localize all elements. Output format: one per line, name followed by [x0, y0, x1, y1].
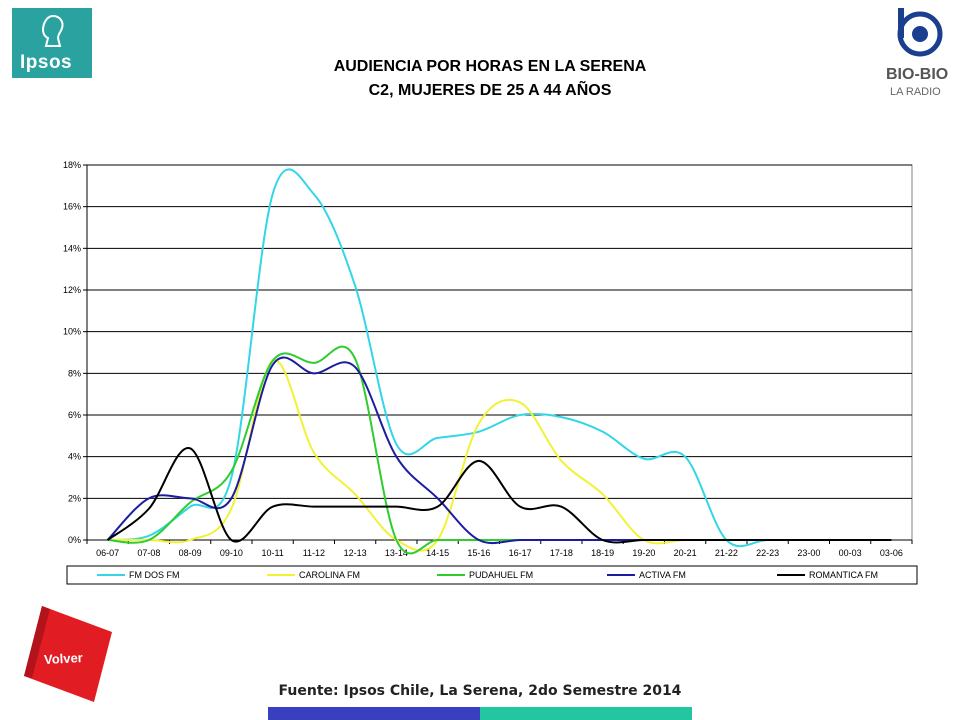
y-tick-label: 2%: [68, 493, 81, 503]
legend-label: CAROLINA FM: [299, 570, 360, 580]
biobio-logo: BIO-BIO LA RADIO: [880, 8, 955, 100]
head-silhouette-icon: [42, 14, 64, 47]
x-tick-label: 19-20: [632, 548, 655, 558]
series-line-4: [107, 447, 892, 544]
x-tick-label: 13-14: [385, 548, 408, 558]
source-note: Fuente: Ipsos Chile, La Serena, 2do Seme…: [278, 683, 682, 699]
x-tick-label: 00-03: [839, 548, 862, 558]
x-tick-label: 15-16: [467, 548, 490, 558]
audience-line-chart: 0% 2% 4% 6% 8% 10% 12% 14% 16% 18% 06-07 07-08 08-09…: [40, 150, 920, 602]
x-tick-label: 10-11: [261, 548, 283, 558]
x-tick-label: 20-21: [674, 548, 697, 558]
volver-shape-icon: [24, 606, 112, 702]
volver-label: Volver: [43, 649, 84, 668]
legend-label: ROMANTICA FM: [809, 570, 878, 580]
y-tick-label: 6%: [68, 410, 81, 420]
footer-bar-blue: [268, 707, 480, 720]
biobio-logo-subtext: LA RADIO: [890, 86, 941, 98]
footer-bar-teal: [480, 707, 692, 720]
x-tick-label: 11-12: [303, 548, 325, 558]
page-title: AUDIENCIA POR HORAS EN LA SERENA: [333, 58, 647, 75]
x-tick-label: 18-19: [591, 548, 614, 558]
page-subtitle: C2, MUJERES DE 25 A 44 AÑOS: [368, 82, 612, 99]
y-tick-label: 10%: [63, 327, 81, 337]
y-tick-label: 16%: [63, 202, 81, 212]
legend-label: FM DOS FM: [129, 570, 180, 580]
y-tick-label: 4%: [68, 452, 81, 462]
x-tick-label: 23-00: [797, 548, 820, 558]
x-tick-label: 07-08: [137, 548, 160, 558]
y-tick-label: 18%: [63, 160, 81, 170]
series-line-0: [107, 168, 892, 548]
x-tick-label: 03-06: [880, 548, 903, 558]
y-tick-label: 12%: [63, 285, 81, 295]
ipsos-logo-text: Ipsos: [20, 52, 73, 73]
x-tick-label: 12-13: [344, 548, 367, 558]
x-tick-label: 08-09: [179, 548, 202, 558]
volver-button[interactable]: Volver: [22, 604, 114, 704]
y-tick-label: 0%: [68, 535, 81, 545]
legend-label: PUDAHUEL FM: [469, 570, 533, 580]
plot-area: [86, 164, 913, 541]
x-tick-label: 14-15: [426, 548, 449, 558]
biobio-mark-icon: [897, 8, 943, 57]
x-tick-label: 09-10: [220, 548, 243, 558]
x-tick-label: 17-18: [550, 548, 573, 558]
chart-svg: 0% 2% 4% 6% 8% 10% 12% 14% 16% 18% 06-07 07-08 08-09…: [63, 160, 918, 585]
biobio-logo-text: BIO-BIO: [886, 66, 949, 83]
x-tick-label: 06-07: [96, 548, 119, 558]
y-tick-label: 14%: [63, 243, 81, 253]
y-tick-label: 8%: [68, 368, 81, 378]
x-tick-label: 16-17: [509, 548, 532, 558]
legend-label: ACTIVA FM: [639, 570, 686, 580]
legend-box: [66, 565, 918, 585]
ipsos-logo: Ipsos: [12, 8, 92, 78]
x-tick-label: 21-22: [715, 548, 738, 558]
x-tick-label: 22-23: [756, 548, 779, 558]
